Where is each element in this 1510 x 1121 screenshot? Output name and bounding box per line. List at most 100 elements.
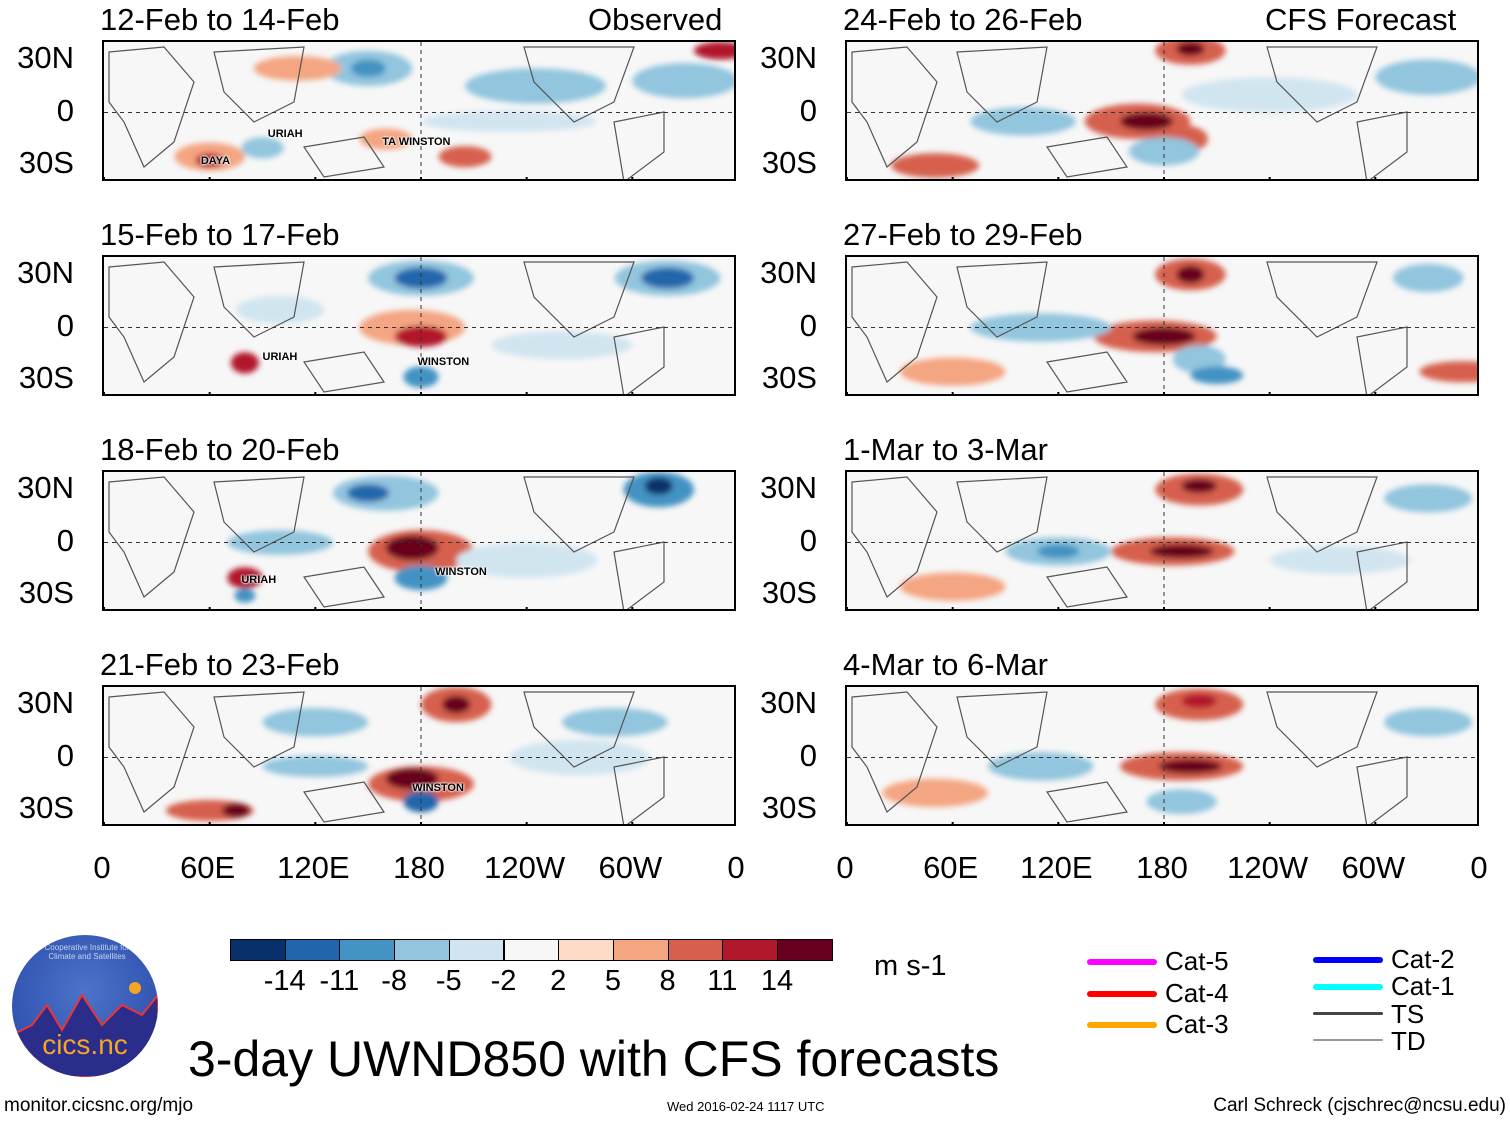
lat-label: 0 — [799, 738, 817, 773]
wind-anomaly — [221, 803, 251, 818]
panel-title: 27-Feb to 29-Feb — [843, 217, 1083, 252]
colorbar-label: 5 — [604, 965, 621, 997]
wind-anomaly — [1181, 693, 1217, 709]
wind-anomaly — [195, 153, 224, 168]
lat-label: 0 — [56, 93, 74, 128]
colorbar-swatch — [284, 939, 341, 961]
colorbar-label: -14 — [263, 965, 306, 997]
legend-line-ts — [1313, 1012, 1383, 1015]
colorbar-label: -5 — [435, 965, 462, 997]
lon-label: 120E — [277, 850, 350, 885]
lat-label: 30N — [17, 470, 74, 505]
legend-line-cat-3 — [1087, 1022, 1157, 1028]
storm-label: DAYA — [200, 154, 231, 167]
wind-anomaly — [1384, 708, 1473, 737]
colorbar-swatch — [558, 939, 614, 961]
wind-anomaly — [234, 588, 256, 603]
wind-anomaly — [1172, 345, 1226, 374]
lat-label: 30S — [761, 360, 817, 395]
lat-label: 30N — [17, 255, 74, 290]
storm-label: URIAH — [267, 128, 303, 141]
wind-anomaly — [899, 357, 1006, 386]
colorbar-label: 2 — [550, 965, 567, 997]
wind-anomaly — [1392, 263, 1464, 293]
lat-label: 30S — [761, 575, 817, 610]
wind-anomaly — [1158, 759, 1223, 774]
wind-anomaly — [385, 535, 439, 561]
logo-ring-text: Cooperative Institute for Climate and Sa… — [44, 943, 130, 961]
lat-label: 30S — [18, 790, 74, 825]
colorbar-units: m s-1 — [874, 950, 947, 982]
legend-line-cat-4 — [1087, 991, 1157, 997]
wind-anomaly — [262, 755, 369, 777]
colorbar-label: 8 — [659, 965, 676, 997]
lat-label: 0 — [56, 523, 74, 558]
footer-author: Carl Schreck (cjschrec@ncsu.edu) — [1213, 1095, 1506, 1116]
footer-timestamp: Wed 2016-02-24 1117 UTC — [667, 1099, 825, 1114]
footer-url[interactable]: monitor.cicsnc.org/mjo — [4, 1095, 194, 1116]
map-panel: WINSTON — [102, 685, 736, 826]
panel-title: 21-Feb to 23-Feb — [100, 647, 340, 682]
wind-anomaly — [465, 68, 606, 104]
wind-anomaly — [882, 778, 988, 807]
lat-label: 30N — [760, 255, 817, 290]
wind-anomaly — [241, 137, 284, 159]
storm-label: WINSTON — [417, 355, 470, 368]
map-panel — [845, 40, 1479, 181]
wind-anomaly — [1375, 59, 1477, 95]
colorbar-label: -11 — [319, 965, 360, 997]
wind-anomaly — [227, 567, 263, 589]
legend-line-td — [1313, 1039, 1383, 1041]
lon-label: 180 — [393, 850, 445, 885]
lat-label: 30N — [17, 40, 74, 75]
lon-label: 0 — [727, 850, 745, 885]
storm-label: URIAH — [241, 574, 277, 587]
legend-label: Cat-5 — [1165, 946, 1229, 976]
colorbar-label: 14 — [760, 965, 794, 997]
lat-label: 30N — [760, 40, 817, 75]
legend-label: TS — [1391, 999, 1425, 1029]
legend-line-cat-5 — [1087, 959, 1157, 965]
wind-anomaly — [421, 110, 598, 132]
legend-label: TD — [1391, 1026, 1426, 1056]
storm-label: WINSTON — [412, 782, 464, 795]
wind-anomaly — [899, 572, 1006, 601]
wind-anomaly — [1119, 112, 1173, 131]
lon-label: 120W — [1227, 850, 1309, 885]
colorbar-swatch — [503, 939, 560, 961]
lon-label: 120E — [1020, 850, 1093, 885]
wind-anomaly — [644, 477, 673, 495]
panel-title: 4-Mar to 6-Mar — [843, 647, 1048, 682]
colorbar-swatch — [230, 939, 286, 961]
wind-anomaly — [1419, 361, 1477, 383]
lat-label: 30N — [17, 685, 74, 720]
panel-title: 18-Feb to 20-Feb — [100, 432, 340, 467]
wind-anomaly — [1149, 544, 1214, 559]
wind-anomaly — [491, 331, 633, 360]
wind-anomaly — [359, 128, 413, 150]
colorbar-swatch — [448, 939, 505, 961]
wind-anomaly — [970, 107, 1076, 136]
lon-label: 60E — [923, 850, 979, 885]
lat-label: 30N — [760, 685, 817, 720]
colorbar-swatch — [339, 939, 396, 961]
wind-anomaly — [385, 768, 439, 790]
wind-anomaly — [987, 752, 1094, 781]
lon-label: 0 — [93, 850, 111, 885]
observed-header: Observed — [588, 2, 723, 37]
wind-anomaly — [891, 153, 980, 178]
legend-label: Cat-3 — [1165, 1009, 1229, 1039]
panel-title: 12-Feb to 14-Feb — [100, 2, 340, 37]
lat-label: 0 — [56, 308, 74, 343]
colorbar-swatch — [777, 939, 833, 961]
lon-label: 60W — [1341, 850, 1406, 885]
wind-anomaly — [1181, 77, 1358, 113]
lon-label: 60E — [180, 850, 236, 885]
wind-anomaly — [693, 42, 734, 60]
map-panel — [845, 470, 1479, 611]
wind-anomaly — [456, 542, 598, 578]
lon-label: 60W — [598, 850, 663, 885]
colorbar-swatch — [612, 939, 669, 961]
lon-label: 0 — [1470, 850, 1488, 885]
